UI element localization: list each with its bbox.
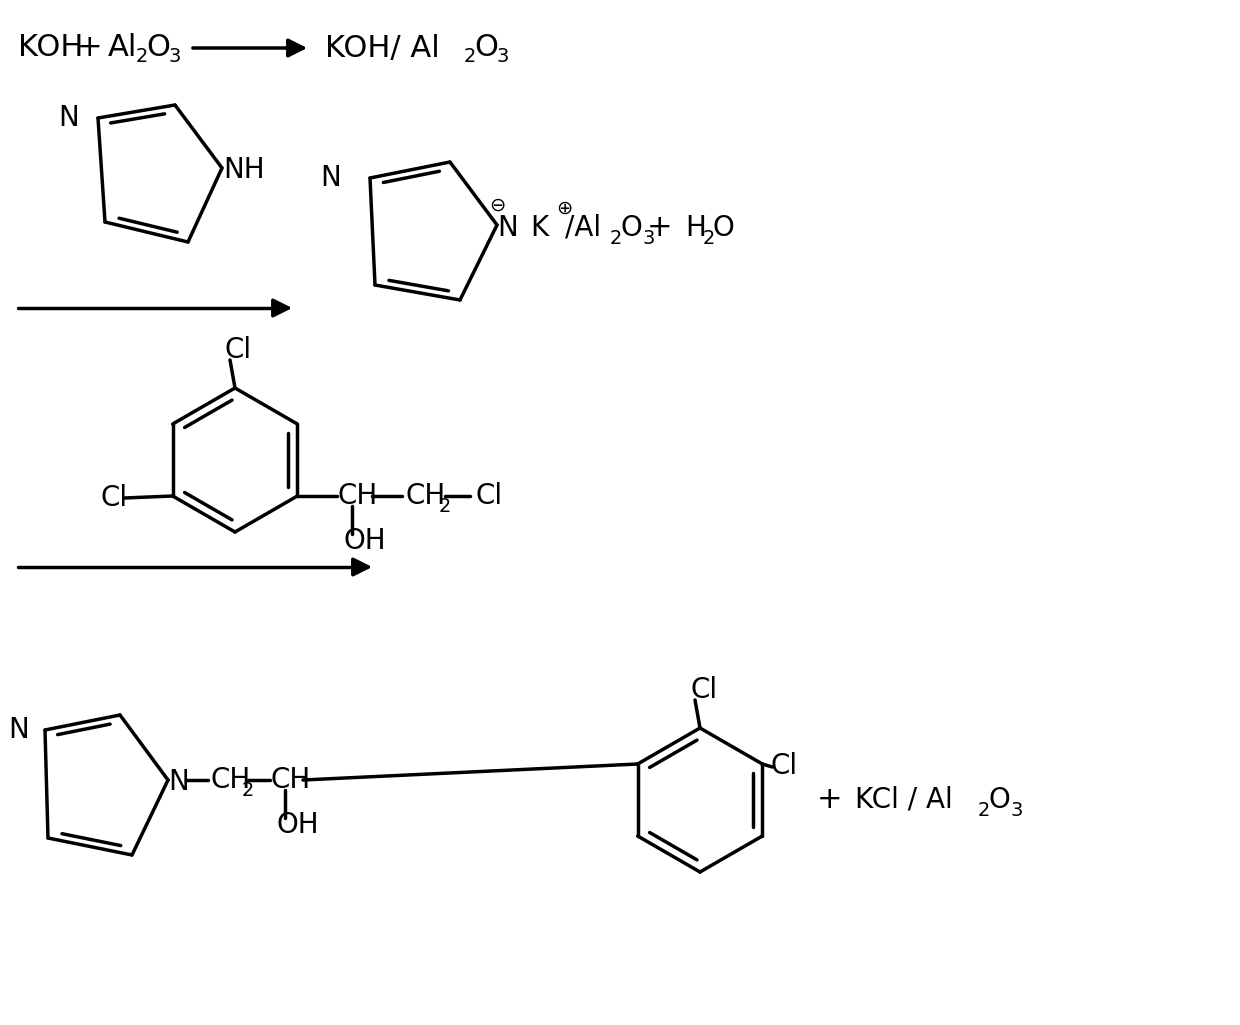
Text: +: + (77, 34, 103, 63)
Text: O: O (146, 34, 170, 63)
Text: O: O (474, 34, 498, 63)
Text: 2: 2 (978, 801, 991, 820)
Text: H: H (684, 214, 706, 242)
Text: Al: Al (108, 34, 138, 63)
Text: K: K (529, 214, 548, 242)
Text: 2: 2 (242, 780, 254, 800)
Text: 3: 3 (1011, 801, 1022, 820)
Text: Cl: Cl (689, 676, 717, 704)
Text: CH: CH (405, 482, 445, 510)
Text: KCl / Al: KCl / Al (856, 786, 952, 814)
Text: N: N (167, 768, 188, 796)
Text: 3: 3 (496, 46, 508, 66)
Text: N: N (58, 104, 79, 132)
Text: N: N (497, 214, 518, 242)
Text: O: O (712, 214, 734, 242)
Text: CH: CH (210, 766, 250, 794)
Text: Cl: Cl (100, 484, 128, 512)
Text: ⊕: ⊕ (556, 199, 573, 217)
Text: N: N (7, 716, 29, 744)
Text: Cl: Cl (770, 752, 797, 780)
Text: ⊖: ⊖ (489, 196, 506, 214)
Text: 3: 3 (644, 229, 656, 247)
Text: +: + (817, 785, 843, 815)
Text: OH: OH (343, 527, 386, 555)
Text: /Al: /Al (565, 214, 601, 242)
Text: 2: 2 (136, 46, 149, 66)
Text: CH: CH (337, 482, 378, 510)
Text: 2: 2 (439, 496, 450, 516)
Text: +: + (647, 213, 673, 243)
Text: 2: 2 (703, 229, 715, 247)
Text: OH: OH (277, 811, 319, 839)
Text: Cl: Cl (224, 336, 252, 364)
Text: O: O (988, 786, 1009, 814)
Text: 2: 2 (464, 46, 476, 66)
Text: NH: NH (223, 156, 264, 184)
Text: 2: 2 (610, 229, 622, 247)
Text: O: O (620, 214, 642, 242)
Text: CH: CH (270, 766, 310, 794)
Text: KOH: KOH (19, 34, 83, 63)
Text: Cl: Cl (475, 482, 502, 510)
Text: 3: 3 (167, 46, 180, 66)
Text: KOH/ Al: KOH/ Al (325, 34, 440, 63)
Text: N: N (320, 164, 341, 192)
